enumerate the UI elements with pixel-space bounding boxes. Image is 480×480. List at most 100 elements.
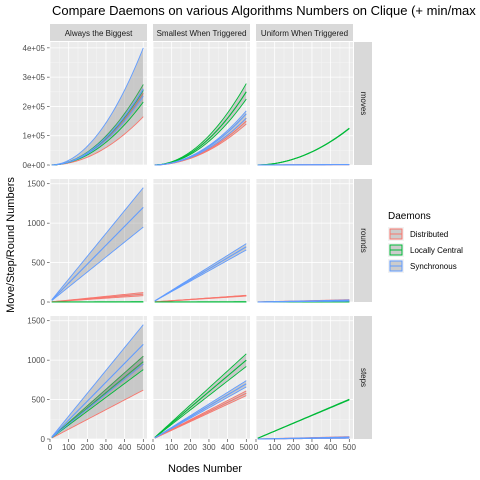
x-tick-label: 100 xyxy=(165,443,179,452)
x-tick-label: 500 xyxy=(240,443,254,452)
x-tick-label: 100 xyxy=(268,443,282,452)
y-tick-label: 3e+05 xyxy=(23,73,46,82)
x-tick-label: 300 xyxy=(305,443,319,452)
series-mean-line xyxy=(257,127,350,166)
panel xyxy=(255,179,353,303)
legend-label: Distributed xyxy=(410,230,448,239)
y-tick-label: 1500 xyxy=(27,317,45,326)
row-strip: steps xyxy=(354,316,372,439)
x-tick-label: 400 xyxy=(221,443,235,452)
column-strip-label: Always the Biggest xyxy=(65,29,133,38)
series-mean-line xyxy=(154,392,247,439)
series-mean-line xyxy=(51,88,144,166)
row-strip: moves xyxy=(354,42,372,165)
series-mean-line xyxy=(51,293,144,303)
panel xyxy=(255,316,353,440)
legend-item: Synchronous xyxy=(388,259,457,273)
column-strip-background xyxy=(50,24,147,41)
row-strip-label: steps xyxy=(359,368,368,387)
series-mean-line xyxy=(154,113,247,166)
series-min-line xyxy=(51,369,144,438)
panel-background xyxy=(256,42,353,165)
y-tick-label: 4e+05 xyxy=(23,44,46,53)
series-mean-line xyxy=(257,399,350,439)
panel-background xyxy=(153,316,250,439)
panel-background xyxy=(256,179,353,302)
series-mean-line xyxy=(154,91,247,166)
row-strip-background xyxy=(354,42,372,165)
column-strip: Always the Biggest xyxy=(50,24,147,41)
y-tick-label: 500 xyxy=(32,396,46,405)
series-max-line xyxy=(51,355,144,438)
series-mean-line xyxy=(257,300,350,303)
series-min-line xyxy=(51,226,144,301)
x-tick-label: 300 xyxy=(202,443,216,452)
y-tick-label: 0 xyxy=(41,298,46,307)
panel-background xyxy=(153,179,250,302)
legend-item: Distributed xyxy=(388,227,448,241)
y-tick-label: 500 xyxy=(32,259,46,268)
series-max-line xyxy=(51,187,144,300)
row-strip-label: rounds xyxy=(359,228,368,252)
y-tick-label: 1500 xyxy=(27,180,45,189)
panel xyxy=(152,316,250,440)
panel xyxy=(49,179,147,303)
series-min-line xyxy=(154,366,247,438)
series-max-line xyxy=(51,47,144,166)
series-ribbon xyxy=(51,88,144,165)
row-strip-label: moves xyxy=(359,92,368,116)
column-strip-label: Smallest When Triggered xyxy=(157,29,247,38)
y-axis-title: Move/Step/Round Numbers xyxy=(5,177,17,313)
series-mean-line xyxy=(154,246,247,302)
row-strip: rounds xyxy=(354,179,372,302)
panel xyxy=(49,316,147,440)
row-strip-background xyxy=(354,316,372,439)
row-strip-background xyxy=(354,179,372,302)
x-tick-label: 300 xyxy=(99,443,113,452)
legend: Distributed Locally Central Synchronous xyxy=(388,227,463,273)
y-tick-label: 1e+05 xyxy=(23,132,46,141)
panel-grid: Always the Biggest Smallest When Triggere… xyxy=(23,24,372,452)
x-axis-title: Nodes Number xyxy=(168,463,242,475)
series-max-line xyxy=(51,324,144,437)
series-ribbon xyxy=(51,47,144,165)
panel-background xyxy=(256,316,353,439)
legend-title: Daemons xyxy=(388,211,431,222)
x-tick-label: 200 xyxy=(287,443,301,452)
x-tick-label: 200 xyxy=(184,443,198,452)
series-mean-line xyxy=(257,437,350,440)
series-mean-line xyxy=(154,359,247,438)
y-tick-label: 0 xyxy=(41,435,46,444)
y-tick-label: 1000 xyxy=(27,219,45,228)
panel xyxy=(152,42,250,166)
x-tick-label: 0 xyxy=(151,443,156,452)
column-strip: Uniform When Triggered xyxy=(256,24,353,41)
column-strip-background xyxy=(153,24,250,41)
x-tick-label: 100 xyxy=(62,443,76,452)
legend-label: Synchronous xyxy=(410,262,457,271)
series-min-line xyxy=(51,389,144,439)
y-tick-label: 0e+00 xyxy=(23,161,46,170)
x-tick-label: 0 xyxy=(254,443,259,452)
panel xyxy=(255,42,353,166)
series-min-line xyxy=(51,116,144,166)
column-strip-label: Uniform When Triggered xyxy=(261,29,348,38)
series-mean-line xyxy=(51,343,144,438)
series-mean-line xyxy=(154,295,247,303)
y-tick-label: 2e+05 xyxy=(23,102,46,111)
x-tick-label: 0 xyxy=(48,443,53,452)
x-tick-label: 400 xyxy=(118,443,132,452)
panel xyxy=(152,179,250,303)
series-min-line xyxy=(51,363,144,438)
series-mean-line xyxy=(51,206,144,301)
panel xyxy=(49,42,147,166)
x-tick-label: 400 xyxy=(324,443,338,452)
legend-label: Locally Central xyxy=(410,246,463,255)
series-max-line xyxy=(154,353,247,438)
x-tick-label: 500 xyxy=(343,443,357,452)
column-strip-background xyxy=(256,24,353,41)
x-tick-label: 200 xyxy=(81,443,95,452)
y-tick-label: 1000 xyxy=(27,356,45,365)
legend-item: Locally Central xyxy=(388,243,463,257)
